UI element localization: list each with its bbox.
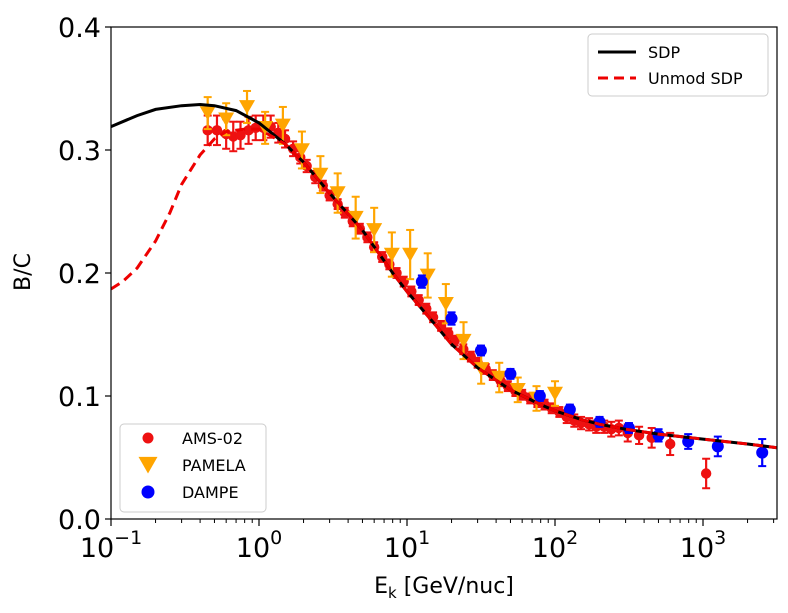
- ams-02-point: [202, 125, 213, 136]
- pamela-point: [419, 268, 436, 283]
- legend-swatch-ams-02: [142, 432, 154, 444]
- x-tick-label: 100: [236, 527, 282, 564]
- x-tick-label: 101: [384, 527, 430, 564]
- legend-label-unmod-sdp: Unmod SDP: [648, 69, 743, 88]
- pamela-point: [239, 100, 256, 115]
- pamela-point: [312, 167, 329, 182]
- pamela-point: [402, 247, 419, 262]
- pamela-point: [329, 186, 346, 201]
- pamela-point: [547, 386, 564, 401]
- y-tick-label: 0.3: [58, 136, 101, 167]
- dampe-point: [711, 440, 724, 453]
- legend-markers-box: [119, 423, 267, 513]
- axes: 0.0 0.1 0.2 0.3 0.4 10−1 100 101 102 103: [58, 13, 778, 564]
- y-tick-label: 0.1: [58, 382, 101, 413]
- pamela-point: [293, 143, 310, 158]
- y-tick-label: 0.2: [58, 259, 101, 290]
- legend-label-ams-02: AMS-02: [182, 429, 243, 448]
- legend-label-dampe: DAMPE: [182, 483, 239, 502]
- dampe-point: [563, 403, 576, 416]
- y-axis-label: B/C: [11, 253, 36, 291]
- legend-lines: SDP Unmod SDP: [587, 33, 769, 97]
- pamela-series: [199, 89, 564, 412]
- plot-area: [111, 89, 777, 490]
- pamela-point: [455, 333, 472, 348]
- x-tick-label: 103: [680, 527, 726, 564]
- dampe-point: [533, 390, 546, 402]
- y-tick-label: 0.4: [58, 13, 101, 44]
- legend-markers: AMS-02 PAMELA DAMPE: [119, 423, 267, 513]
- pamela-point: [199, 106, 216, 121]
- pamela-point: [274, 118, 291, 133]
- x-tick-label: 102: [532, 527, 578, 564]
- dampe-point: [756, 446, 769, 459]
- pamela-point: [366, 223, 383, 238]
- unmod-sdp-line: [111, 127, 777, 450]
- dampe-point: [445, 312, 458, 325]
- pamela-point: [347, 210, 364, 225]
- dampe-point: [474, 344, 487, 357]
- dampe-point: [504, 367, 517, 380]
- ams-02-point: [700, 468, 712, 479]
- pamela-point: [383, 247, 400, 262]
- ams-02-point: [664, 438, 676, 450]
- legend-lines-box: [587, 33, 769, 97]
- legend-swatch-dampe: [141, 485, 155, 499]
- y-tick-label: 0.0: [58, 505, 101, 536]
- ams-02-point: [235, 130, 246, 141]
- x-tick-label: 10−1: [80, 527, 142, 564]
- pamela-point: [437, 296, 454, 311]
- pamela-point: [509, 383, 526, 398]
- pamela-point: [491, 370, 508, 385]
- ams-02-point: [211, 125, 223, 136]
- legend-swatch-pamela: [138, 456, 158, 474]
- legend-label-pamela: PAMELA: [182, 456, 246, 475]
- x-axis-label: Ek [GeV/nuc]: [374, 574, 514, 602]
- pamela-point: [218, 112, 235, 127]
- dampe-point: [415, 275, 428, 288]
- legend-label-sdp: SDP: [648, 43, 680, 62]
